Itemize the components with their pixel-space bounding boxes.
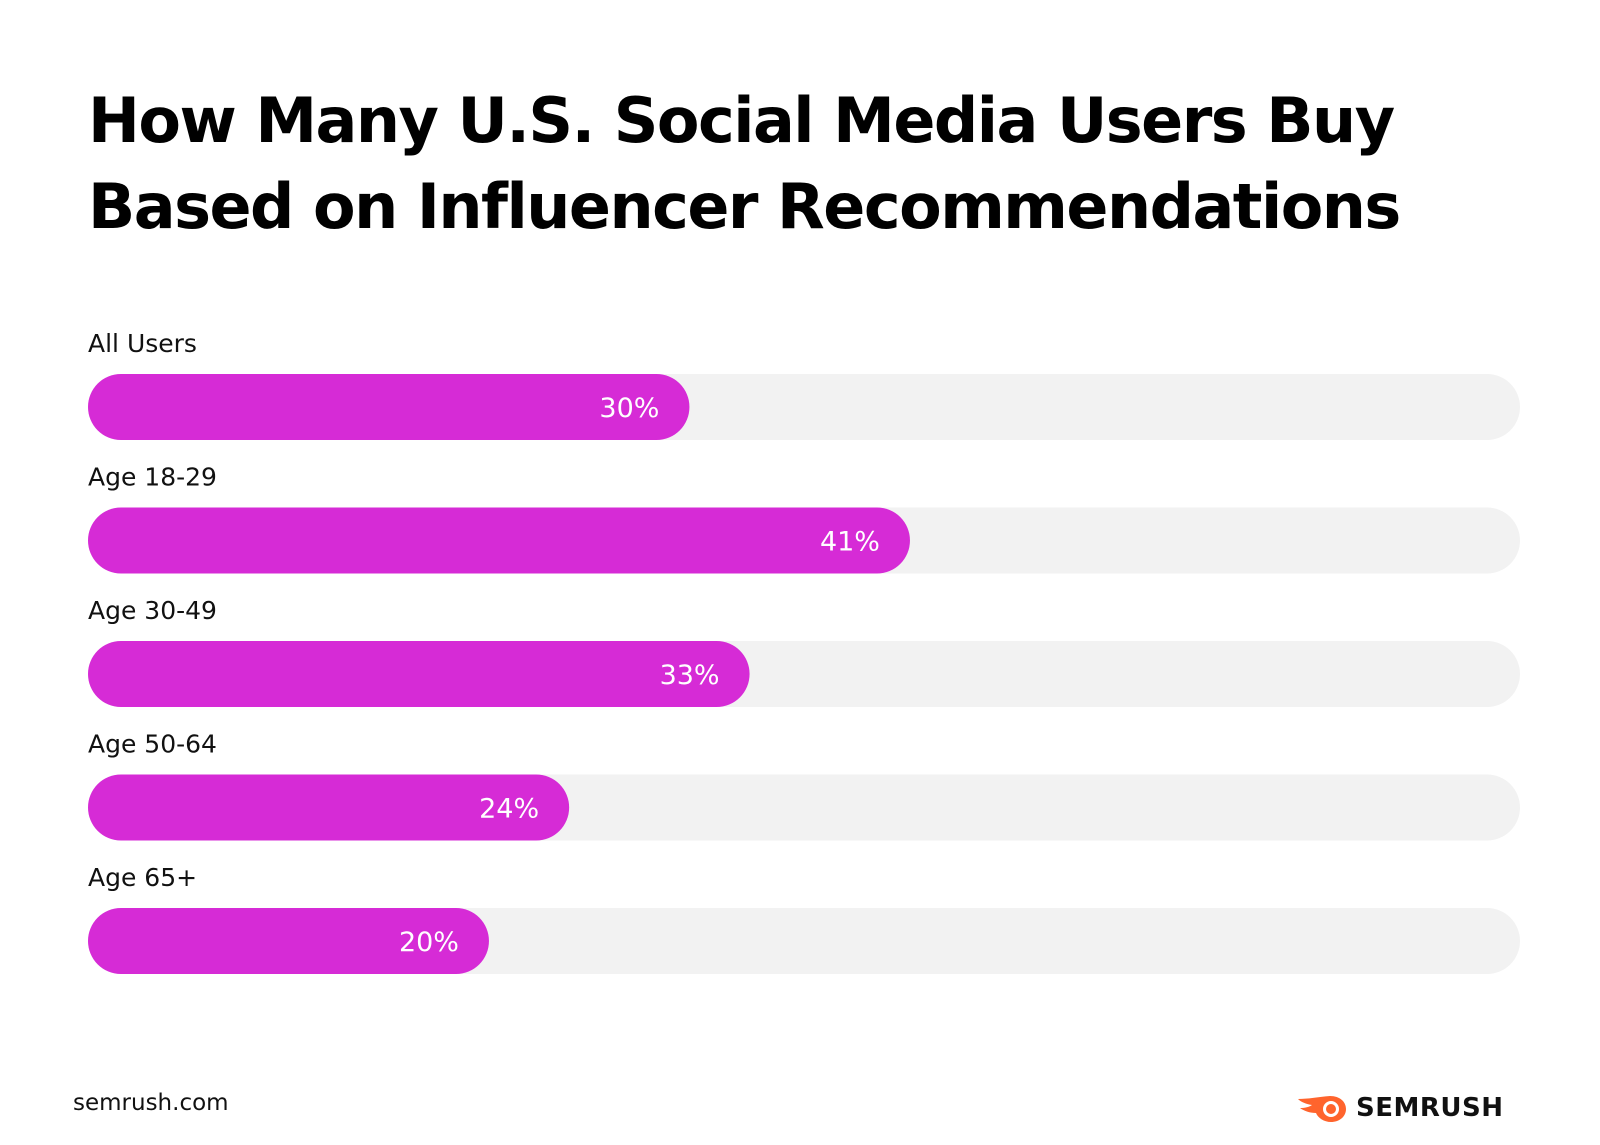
value-label: 24%: [479, 794, 539, 825]
semrush-wordmark: SEMRUSH: [1356, 1093, 1504, 1123]
chart-title: How Many U.S. Social Media Users Buy Bas…: [88, 84, 1401, 243]
bar: [88, 774, 570, 841]
value-label: 41%: [820, 527, 880, 558]
category-label: Age 65+: [88, 863, 197, 892]
bar: [88, 507, 910, 574]
value-label: 20%: [399, 927, 459, 958]
source-text: semrush.com: [73, 1090, 229, 1116]
category-label: Age 18-29: [88, 463, 217, 492]
semrush-logo: SEMRUSH: [1296, 1090, 1503, 1126]
bar: [88, 641, 750, 707]
value-label: 33%: [660, 660, 720, 691]
bar: [88, 908, 489, 974]
value-label: 30%: [599, 393, 659, 424]
semrush-flame-icon: [1298, 1096, 1346, 1122]
category-label: Age 30-49: [88, 596, 217, 625]
bar: [88, 374, 690, 440]
category-label: All Users: [88, 329, 197, 358]
category-label: Age 50-64: [88, 730, 217, 759]
